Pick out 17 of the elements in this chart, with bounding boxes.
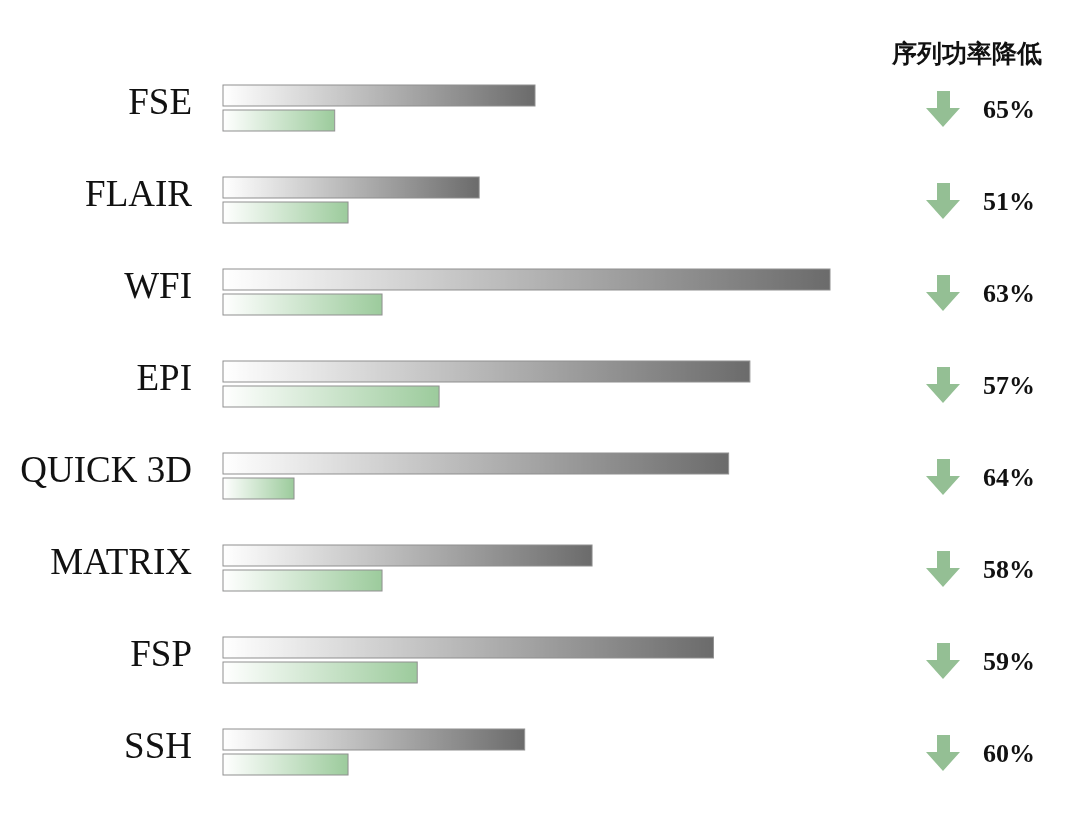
text: 63% (983, 279, 1035, 308)
y-tick-label: QUICK 3D (20, 449, 192, 490)
y-tick-label: SSH (124, 725, 192, 766)
y-tick-label: MATRIX (50, 541, 193, 582)
y-tick-label: FSE (128, 81, 192, 122)
text: 60% (983, 739, 1035, 768)
text: 51% (983, 187, 1035, 216)
text: 64% (983, 463, 1035, 492)
text: 序列功率降低 (891, 40, 1042, 67)
text: 65% (983, 95, 1035, 124)
y-tick-label: WFI (124, 265, 192, 306)
y-tick-label: FLAIR (85, 173, 193, 214)
y-tick-label: FSP (130, 633, 192, 674)
text: 57% (983, 371, 1035, 400)
text: 58% (983, 555, 1035, 584)
y-tick-label: EPI (136, 357, 192, 398)
text: 59% (983, 647, 1035, 676)
